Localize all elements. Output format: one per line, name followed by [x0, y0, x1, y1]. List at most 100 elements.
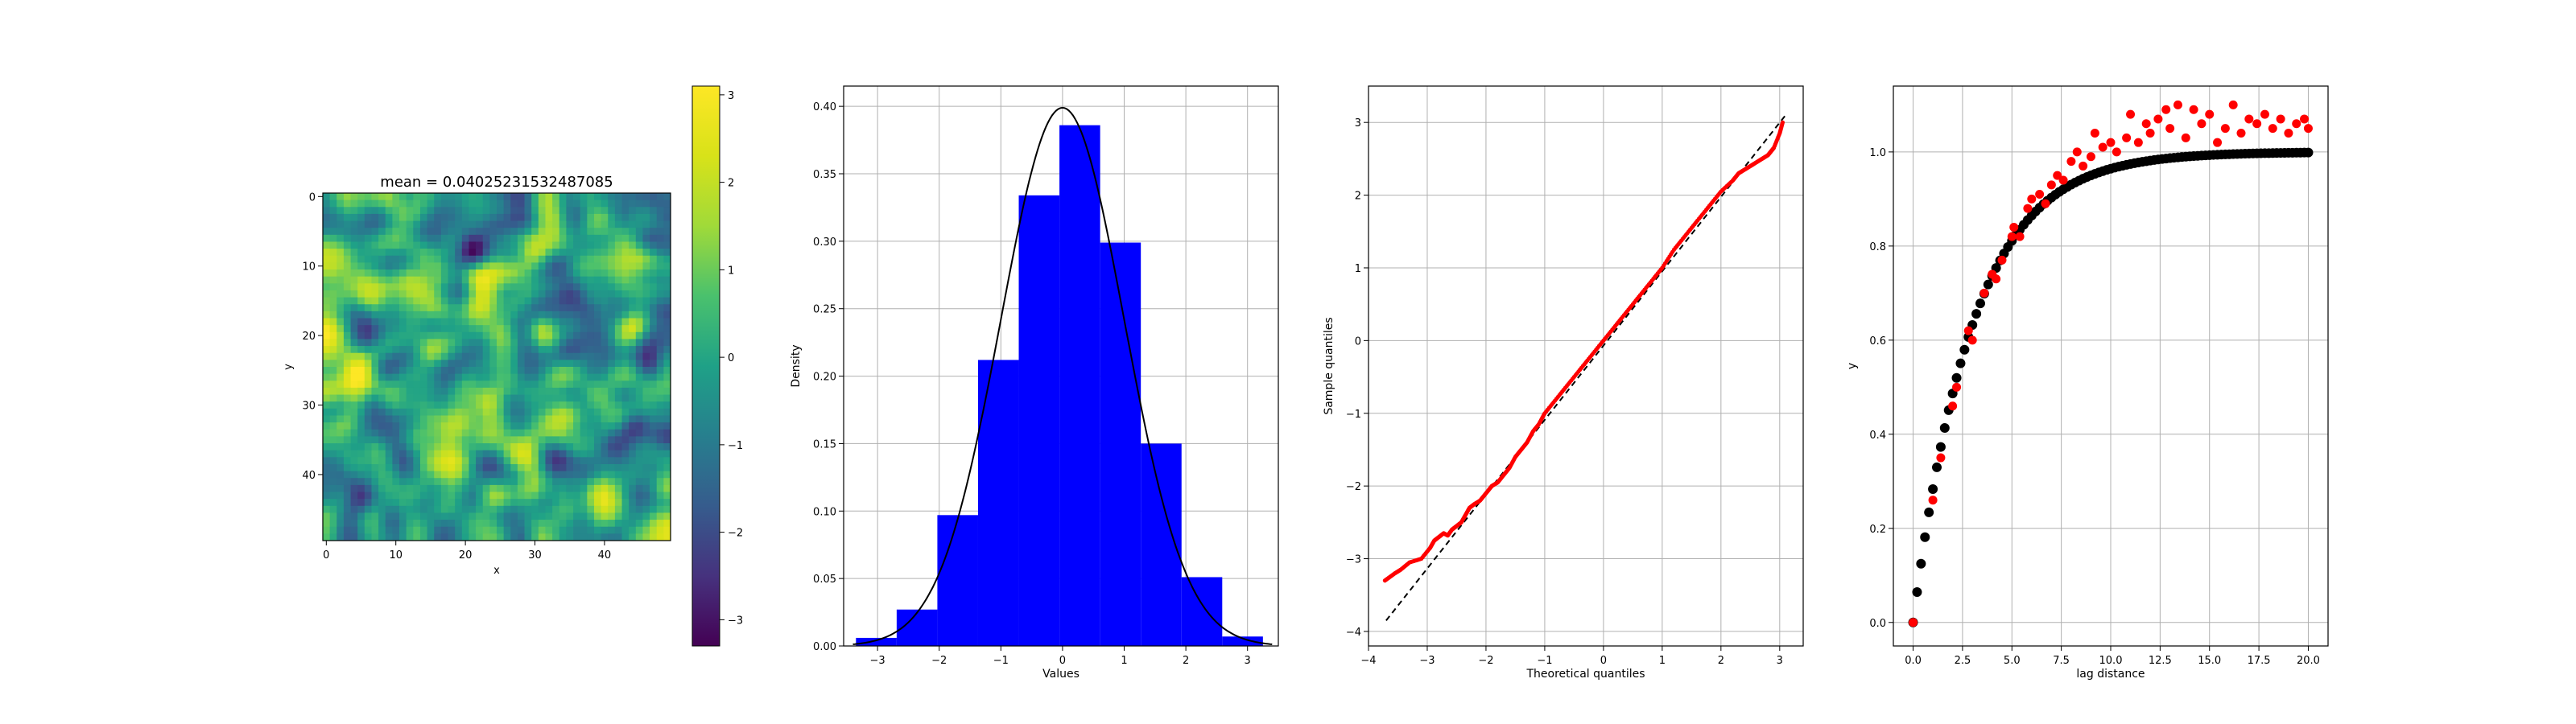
heatmap-cell [455, 297, 463, 305]
heatmap-cell [399, 471, 407, 479]
heatmap-cell [621, 249, 630, 257]
heatmap-cell [635, 193, 643, 201]
heatmap-cell [663, 255, 671, 263]
heatmap-cell [371, 533, 379, 541]
heatmap-cell [593, 318, 601, 326]
heatmap-cell [656, 457, 664, 465]
heatmap-cell [503, 520, 511, 528]
heatmap-cell [601, 471, 609, 479]
heatmap-cell [469, 262, 477, 270]
heatmap-cell [434, 505, 442, 513]
heatmap-cell [524, 290, 532, 298]
heatmap-cell [399, 520, 407, 528]
heatmap-cell [385, 484, 393, 492]
heatmap-cell [343, 290, 351, 298]
heatmap-cell [531, 492, 539, 500]
heatmap-cell [392, 262, 400, 270]
heatmap-cell [343, 463, 351, 471]
heatmap-cell [329, 193, 337, 201]
heatmap-cell [378, 520, 386, 528]
heatmap-cell [385, 499, 393, 507]
heatmap-cell [482, 471, 490, 479]
variogram-model-point [1971, 309, 1982, 319]
normal-pdf-curve [852, 106, 1273, 645]
heatmap-cell [614, 505, 622, 513]
heatmap-cell [434, 200, 442, 208]
heatmap-cell [573, 367, 581, 375]
heatmap-cell [448, 422, 456, 430]
heatmap-cell [413, 249, 421, 257]
heatmap-cell [608, 520, 616, 528]
heatmap-cell [608, 255, 616, 263]
heatmap-cell [587, 269, 595, 278]
heatmap-cell [531, 283, 539, 291]
heatmap-cell [587, 429, 595, 437]
heatmap-cell [650, 276, 658, 284]
heatmap-cell [434, 373, 442, 381]
heatmap-xlabel: x [493, 565, 500, 577]
heatmap-cell [524, 276, 532, 284]
heatmap-cell [476, 283, 484, 291]
heatmap-cell [497, 373, 505, 381]
heatmap-cell [656, 311, 664, 319]
heatmap-cell [621, 533, 630, 541]
heatmap-cell [621, 283, 630, 291]
heatmap-cell [440, 422, 448, 430]
heatmap-cell [601, 331, 609, 339]
heatmap-cell [587, 512, 595, 520]
heatmap-cell [566, 533, 574, 541]
heatmap-cell [497, 213, 505, 221]
heatmap-cell [364, 360, 372, 368]
heatmap-cell [566, 228, 574, 236]
heatmap-cell [336, 200, 345, 208]
heatmap-cell [482, 311, 490, 319]
heatmap-cell [357, 450, 365, 458]
heatmap-cell [580, 436, 588, 444]
heatmap-cell [580, 331, 588, 339]
heatmap-cell [482, 463, 490, 471]
heatmap-cell [385, 478, 393, 486]
heatmap-ytick-label: 10 [302, 261, 316, 274]
heatmap-cell [497, 463, 505, 471]
heatmap-cell [350, 484, 358, 492]
heatmap-cell [371, 262, 379, 270]
heatmap-cell [406, 526, 414, 534]
heatmap-cell [461, 262, 469, 270]
heatmap-cell [350, 339, 358, 347]
heatmap-cell [573, 207, 581, 215]
heatmap-cell [455, 505, 463, 513]
heatmap-cell [629, 283, 637, 291]
heatmap-cell [350, 241, 358, 249]
heatmap-cell [629, 213, 637, 221]
heatmap-cell [552, 443, 560, 451]
heatmap-cell [580, 492, 588, 500]
heatmap-cell [601, 381, 609, 389]
heatmap-cell [392, 457, 400, 465]
histogram-ytick-label: 0.10 [813, 506, 836, 518]
heatmap-cell [621, 471, 630, 479]
heatmap-cell [371, 304, 379, 312]
heatmap-cell [552, 276, 560, 284]
heatmap-cell [399, 262, 407, 270]
heatmap-cell [566, 200, 574, 208]
heatmap-cell [385, 415, 393, 423]
heatmap-ylabel: y [283, 364, 295, 370]
heatmap-cell [427, 255, 435, 263]
heatmap-cell [385, 290, 393, 298]
heatmap-cell [434, 297, 442, 305]
heatmap-cell [357, 415, 365, 423]
heatmap-cell [469, 339, 477, 347]
heatmap-cell [406, 381, 414, 389]
heatmap-cell [476, 234, 484, 242]
heatmap-cell [357, 220, 365, 228]
heatmap-cell [399, 505, 407, 513]
heatmap-cell [587, 381, 595, 389]
heatmap-cell [350, 471, 358, 479]
heatmap-cell [601, 346, 609, 354]
heatmap-cell [371, 331, 379, 339]
heatmap-cell [371, 318, 379, 326]
heatmap-cell [566, 339, 574, 347]
heatmap-cell [538, 526, 546, 534]
heatmap-cell [566, 422, 574, 430]
heatmap-cell [573, 193, 581, 201]
